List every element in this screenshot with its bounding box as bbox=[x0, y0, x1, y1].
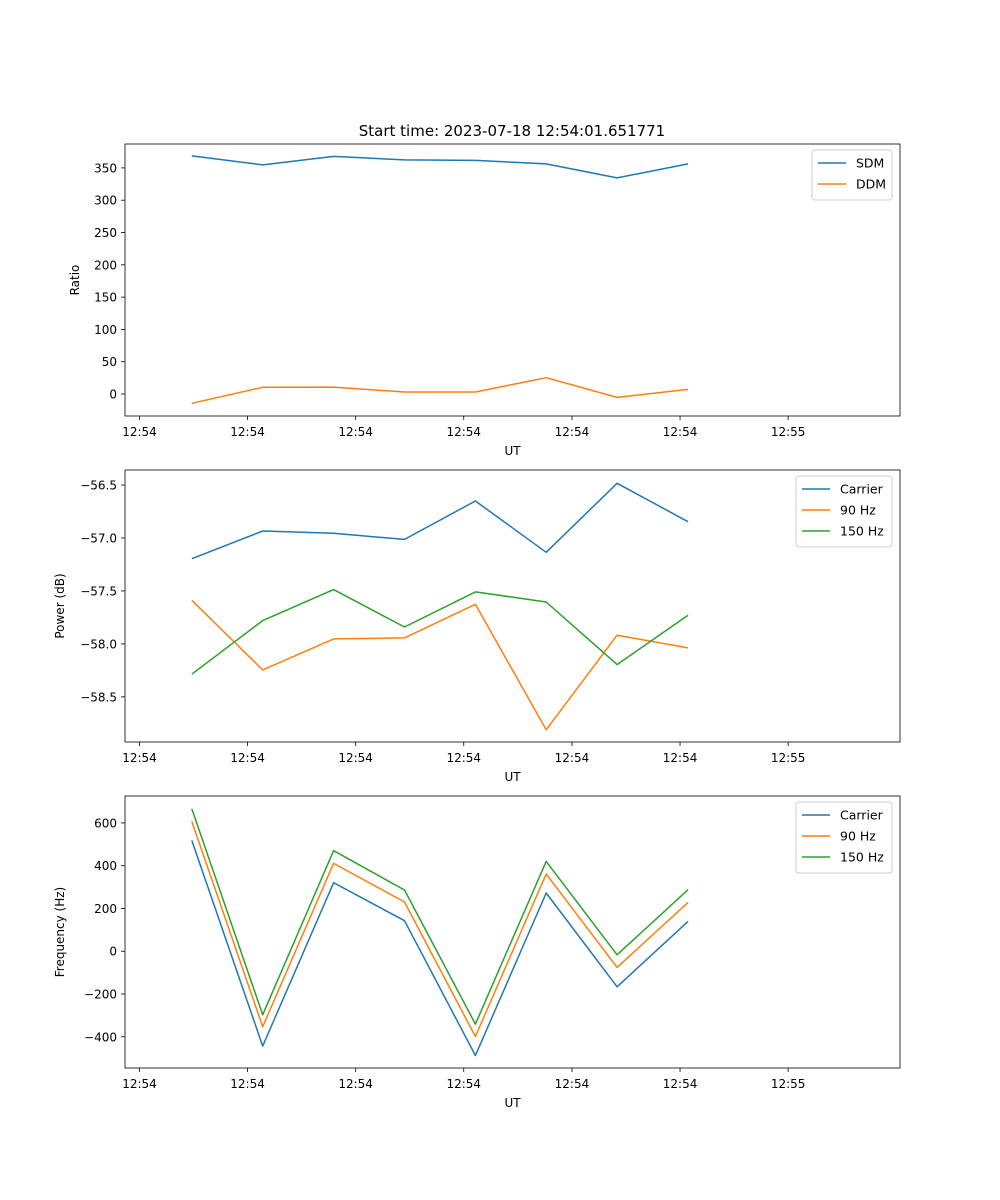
series-line-carrier bbox=[191, 482, 689, 560]
y-tick-label: 100 bbox=[94, 323, 117, 337]
x-tick-label: 12:54 bbox=[446, 1077, 481, 1091]
panel-2: 12:54 12:54 12:54 12:54 12:54 12:54 12:55 −58.5… bbox=[53, 469, 901, 784]
y-tick-label: −56.5 bbox=[80, 479, 117, 493]
y-tick-label: 200 bbox=[94, 902, 117, 916]
x-tick-label: 12:54 bbox=[122, 1077, 157, 1091]
y-tick-label: −57.5 bbox=[80, 584, 117, 598]
y-axis-label: Ratio bbox=[68, 265, 82, 296]
y-tick-label: 350 bbox=[94, 161, 117, 175]
x-axis-label: UT bbox=[504, 444, 521, 458]
legend: SDM DDM bbox=[811, 149, 893, 201]
x-tick-label: 12:54 bbox=[446, 751, 481, 765]
series-line-carrier bbox=[191, 840, 689, 1057]
series-line-90-hz bbox=[191, 821, 689, 1038]
series-line-150-hz bbox=[191, 808, 689, 1025]
y-tick-label: −57.0 bbox=[80, 532, 117, 546]
x-tick-label: 12:54 bbox=[230, 425, 265, 439]
x-axis-label: UT bbox=[504, 770, 521, 784]
y-axis-label: Frequency (Hz) bbox=[53, 887, 67, 978]
legend: Carrier 90 Hz 150 Hz bbox=[795, 801, 893, 874]
x-tick-label: 12:55 bbox=[771, 751, 806, 765]
x-tick-label: 12:55 bbox=[771, 1077, 806, 1091]
y-tick-label: −58.0 bbox=[80, 637, 117, 651]
y-tick-label: −58.5 bbox=[80, 690, 117, 704]
x-tick-label: 12:55 bbox=[771, 425, 806, 439]
x-tick-label: 12:54 bbox=[230, 751, 265, 765]
y-tick-label: −200 bbox=[84, 988, 117, 1002]
legend-label: Carrier bbox=[840, 482, 884, 497]
y-tick-label: 300 bbox=[94, 194, 117, 208]
axes-frame bbox=[124, 143, 901, 417]
series-line-90-hz bbox=[191, 599, 689, 731]
y-tick-label: 600 bbox=[94, 816, 117, 830]
axes-frame bbox=[124, 795, 901, 1069]
x-tick-label: 12:54 bbox=[663, 425, 698, 439]
legend: Carrier 90 Hz 150 Hz bbox=[795, 475, 893, 548]
x-tick-label: 12:54 bbox=[338, 751, 373, 765]
x-tick-label: 12:54 bbox=[663, 1077, 698, 1091]
legend-label: Carrier bbox=[840, 808, 884, 823]
x-tick-label: 12:54 bbox=[446, 425, 481, 439]
legend-label: 90 Hz bbox=[840, 829, 876, 844]
legend-label: SDM bbox=[856, 156, 884, 171]
x-axis-label: UT bbox=[504, 1096, 521, 1110]
legend-box bbox=[795, 475, 893, 548]
legend-box bbox=[795, 801, 893, 874]
x-tick-label: 12:54 bbox=[230, 1077, 265, 1091]
legend-label: 90 Hz bbox=[840, 503, 876, 518]
panel-3: 12:54 12:54 12:54 12:54 12:54 12:54 12:55 −400 −… bbox=[53, 795, 901, 1110]
x-tick-label: 12:54 bbox=[338, 425, 373, 439]
x-tick-label: 12:54 bbox=[338, 1077, 373, 1091]
legend-label: 150 Hz bbox=[840, 850, 884, 865]
x-tick-label: 12:54 bbox=[122, 751, 157, 765]
series-line-150-hz bbox=[191, 588, 689, 675]
x-tick-label: 12:54 bbox=[122, 425, 157, 439]
figure-title: Start time: 2023-07-18 12:54:01.651771 bbox=[359, 122, 665, 140]
y-tick-label: 150 bbox=[94, 291, 117, 305]
series-line-sdm bbox=[191, 155, 689, 179]
y-tick-label: −400 bbox=[84, 1030, 117, 1044]
x-tick-label: 12:54 bbox=[555, 751, 590, 765]
y-tick-label: 400 bbox=[94, 859, 117, 873]
series-line-ddm bbox=[191, 376, 689, 405]
y-tick-label: 200 bbox=[94, 258, 117, 272]
axes-frame bbox=[124, 469, 901, 743]
x-tick-label: 12:54 bbox=[663, 751, 698, 765]
x-tick-label: 12:54 bbox=[555, 1077, 590, 1091]
y-tick-label: 0 bbox=[109, 388, 117, 402]
panel-1: 12:54 12:54 12:54 12:54 12:54 12:54 12:55 0 50 10… bbox=[68, 143, 901, 458]
y-tick-label: 50 bbox=[102, 355, 117, 369]
y-axis-label: Power (dB) bbox=[53, 573, 67, 638]
legend-label: DDM bbox=[856, 177, 886, 192]
y-tick-label: 0 bbox=[109, 945, 117, 959]
legend-label: 150 Hz bbox=[840, 524, 884, 539]
x-tick-label: 12:54 bbox=[555, 425, 590, 439]
y-tick-label: 250 bbox=[94, 226, 117, 240]
